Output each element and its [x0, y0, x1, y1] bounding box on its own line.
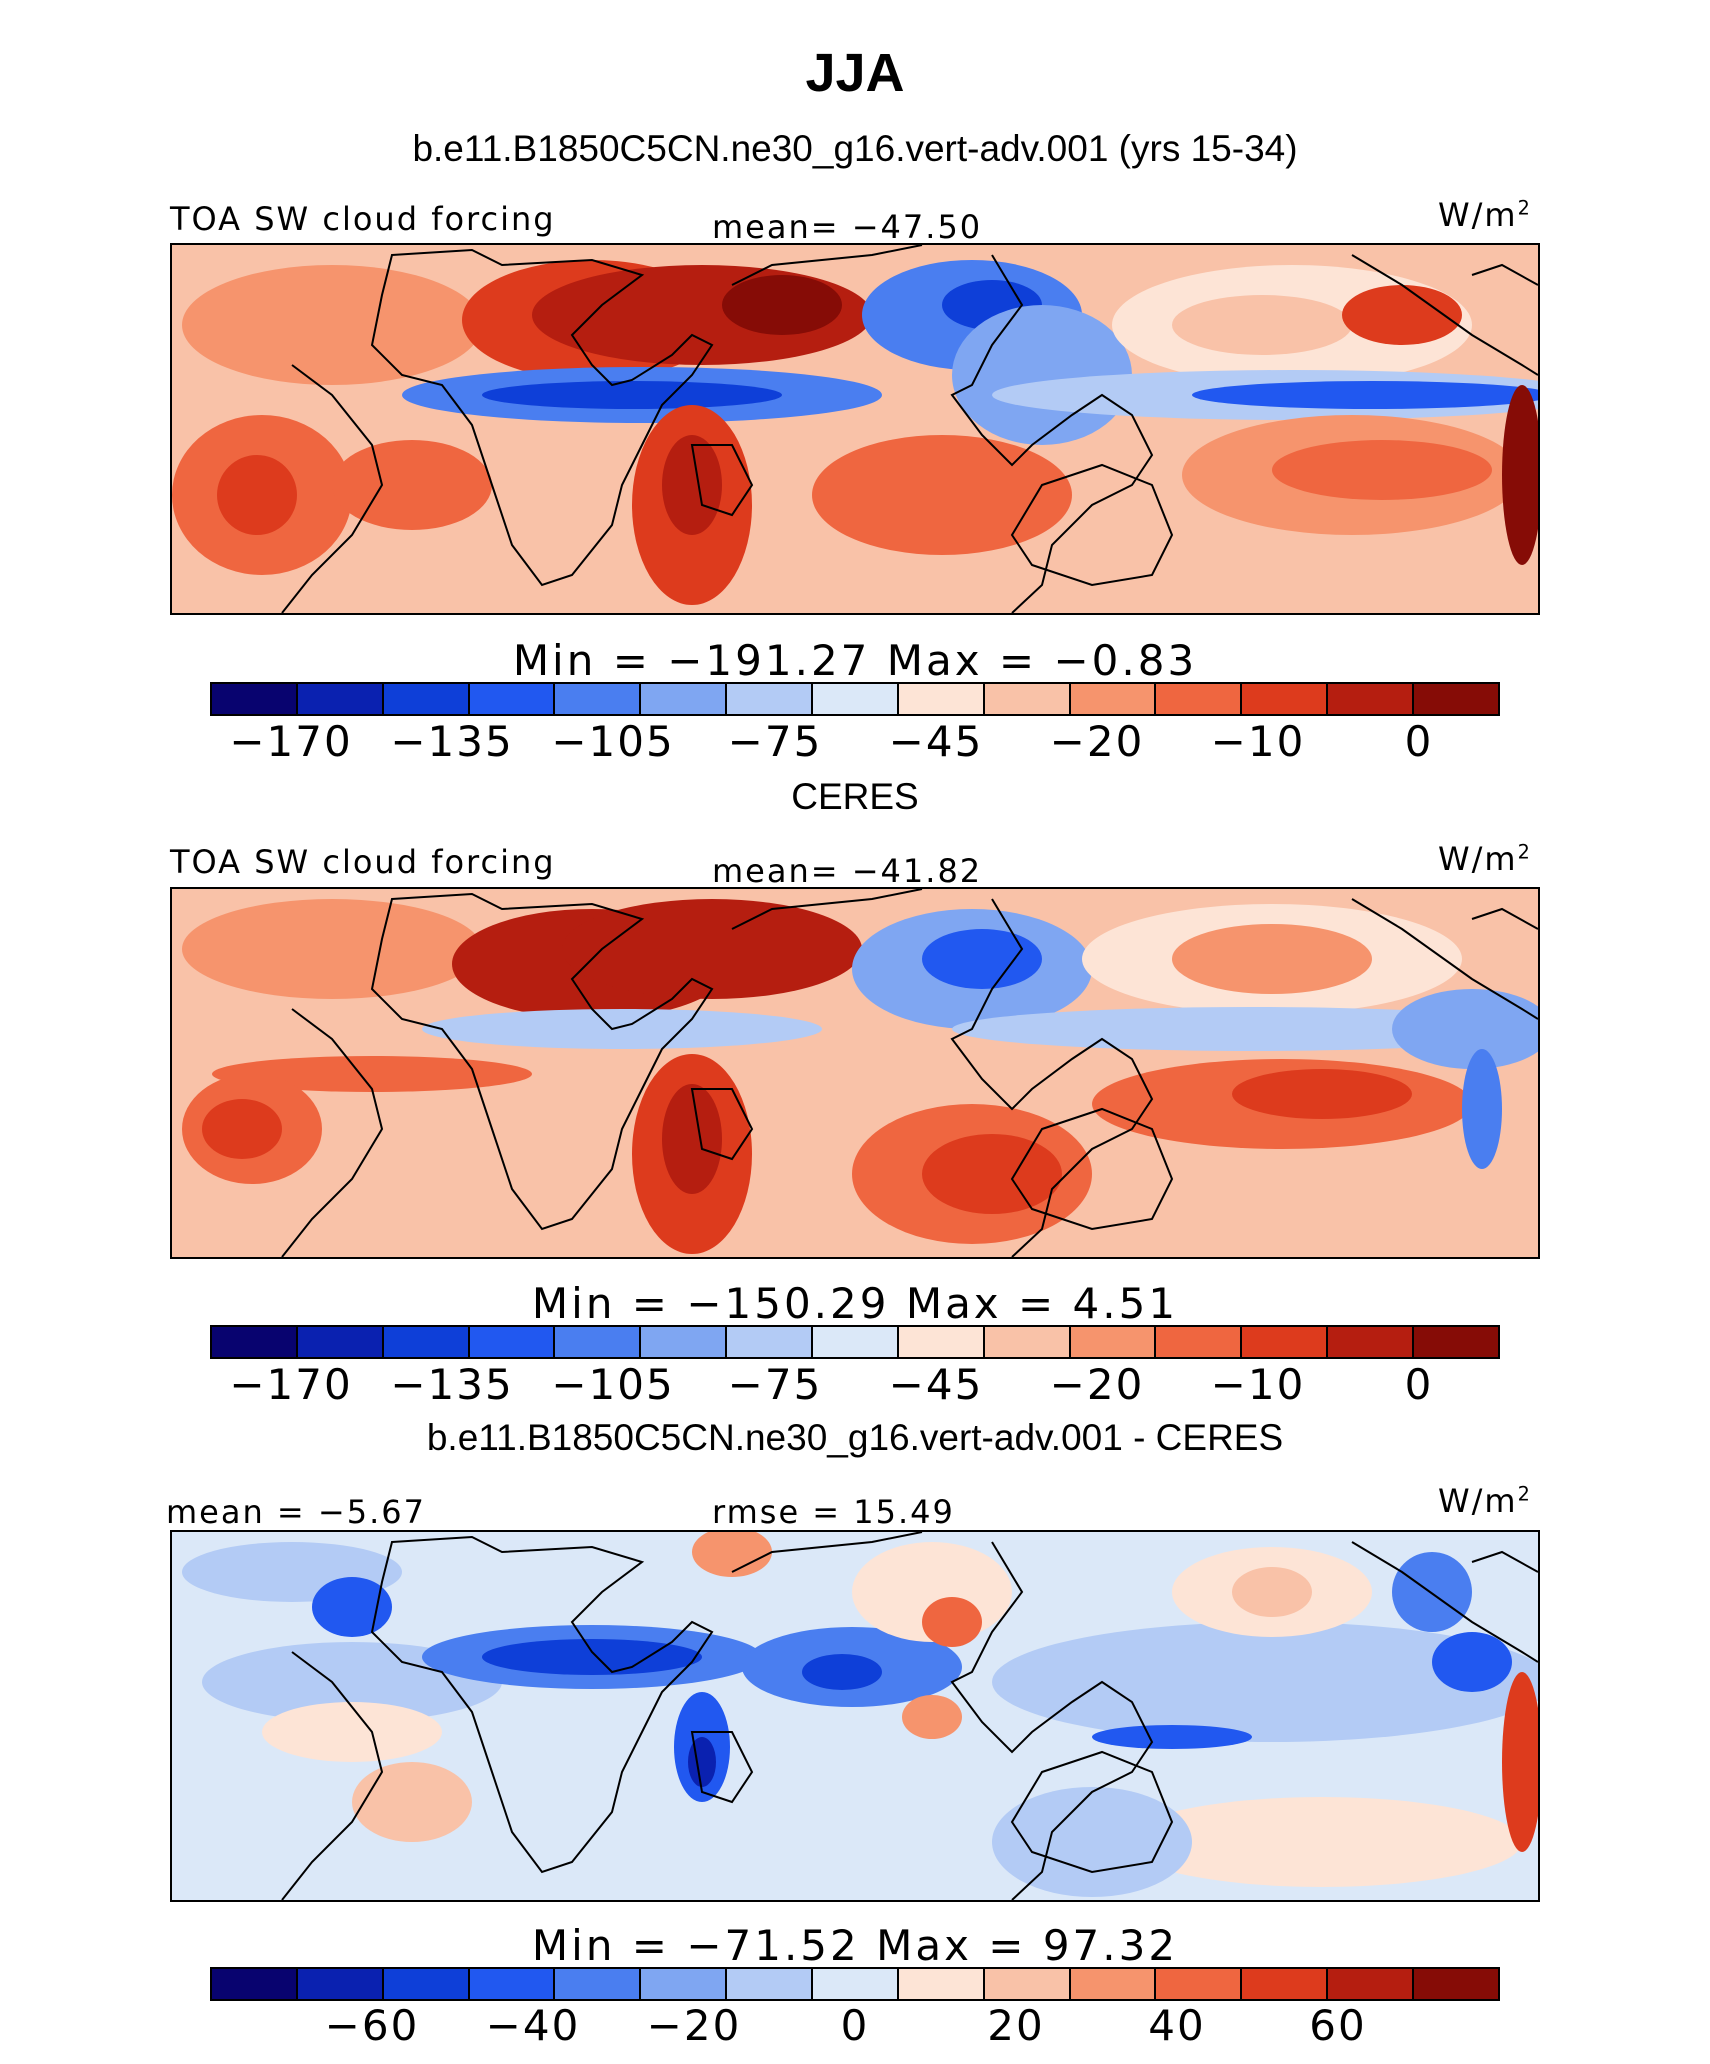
panel-1-tick-label: −20 [1049, 717, 1145, 766]
colorbar-swatch [813, 1969, 899, 1999]
colorbar-swatch [1156, 1327, 1243, 1357]
colorbar-swatch [898, 1969, 985, 1999]
colorbar-swatch [212, 1969, 298, 1999]
colorbar-swatch [383, 684, 470, 714]
panel-2-variable-label: TOA SW cloud forcing [170, 843, 556, 881]
colorbar-swatch [383, 1969, 470, 1999]
colorbar-swatch [297, 684, 384, 714]
panel-3-units: W/m2 [1438, 1482, 1532, 1520]
colorbar-swatch [555, 1969, 642, 1999]
panel-1-tick-label: −45 [888, 717, 984, 766]
colorbar-swatch [469, 1327, 556, 1357]
panel-3-tick-label: 0 [840, 2001, 870, 2050]
colorbar-swatch [1156, 1969, 1243, 1999]
panel-1-tick-label: −10 [1210, 717, 1306, 766]
colorbar-swatch [813, 684, 899, 714]
colorbar-swatch [297, 1969, 384, 1999]
panel-2-tick-label: −135 [390, 1360, 514, 1409]
colorbar-swatch [727, 1969, 814, 1999]
panel-3-rmse-label: rmse = 15.49 [712, 1493, 955, 1531]
colorbar-swatch [1414, 1969, 1498, 1999]
panel-2-mean-label: mean= −41.82 [712, 852, 983, 890]
panel-2-tick-label: −75 [727, 1360, 823, 1409]
figure-title: JJA [805, 43, 905, 103]
panel-1-tick-label: −75 [727, 717, 823, 766]
colorbar-swatch [555, 684, 642, 714]
panel-3-tick-label: 20 [987, 2001, 1045, 2050]
panel-1-units: W/m2 [1438, 196, 1532, 234]
panel-3-subtitle: b.e11.B1850C5CN.ne30_g16.vert-adv.001 - … [426, 1417, 1284, 1458]
panel-1-variable-label: TOA SW cloud forcing [170, 200, 556, 238]
colorbar-swatch [813, 1327, 899, 1357]
colorbar-swatch [1156, 684, 1243, 714]
colorbar-swatch [1414, 1327, 1498, 1357]
panel-2-minmax: Min = −150.29 Max = 4.51 [531, 1279, 1179, 1328]
panel-1-tick-label: −135 [390, 717, 514, 766]
panel-2-tick-label: 0 [1404, 1360, 1434, 1409]
panel-2-tick-label: −170 [229, 1360, 353, 1409]
colorbar-swatch [469, 684, 556, 714]
colorbar-swatch [641, 1969, 728, 1999]
panel-2-map [170, 887, 1540, 1259]
panel-2-subtitle: CERES [791, 776, 919, 817]
panel-3-tick-label: −40 [485, 2001, 581, 2050]
colorbar-swatch [1242, 684, 1329, 714]
panel-3-map [170, 1530, 1540, 1902]
colorbar-swatch [1242, 1969, 1329, 1999]
panel-3-colorbar [210, 1967, 1500, 2001]
panel-1-mean-label: mean= −47.50 [712, 208, 983, 246]
panel-1-tick-label: −105 [551, 717, 675, 766]
colorbar-swatch [212, 684, 298, 714]
panel-1-colorbar [210, 682, 1500, 716]
colorbar-swatch [641, 684, 728, 714]
colorbar-swatch [1242, 1327, 1329, 1357]
colorbar-swatch [1070, 1969, 1157, 1999]
panel-3-tick-label: −20 [646, 2001, 742, 2050]
colorbar-swatch [727, 684, 814, 714]
panel-2-tick-label: −45 [888, 1360, 984, 1409]
panel-3-tick-label: 40 [1148, 2001, 1206, 2050]
colorbar-swatch [469, 1969, 556, 1999]
panel-1-subtitle: b.e11.B1850C5CN.ne30_g16.vert-adv.001 (y… [412, 128, 1298, 169]
colorbar-swatch [727, 1327, 814, 1357]
panel-1-tick-label: 0 [1404, 717, 1434, 766]
colorbar-swatch [984, 1969, 1071, 1999]
colorbar-swatch [1328, 1969, 1415, 1999]
colorbar-swatch [641, 1327, 728, 1357]
panel-2-units: W/m2 [1438, 840, 1532, 878]
colorbar-swatch [898, 1327, 985, 1357]
colorbar-swatch [1328, 684, 1415, 714]
colorbar-swatch [555, 1327, 642, 1357]
panel-1-map [170, 243, 1540, 615]
colorbar-swatch [383, 1327, 470, 1357]
colorbar-swatch [297, 1327, 384, 1357]
panel-2-tick-label: −105 [551, 1360, 675, 1409]
panel-3-minmax: Min = −71.52 Max = 97.32 [531, 1921, 1179, 1970]
colorbar-swatch [1070, 684, 1157, 714]
colorbar-swatch [984, 1327, 1071, 1357]
panel-3-mean-label: mean = −5.67 [166, 1493, 426, 1531]
panel-3-tick-label: −60 [324, 2001, 420, 2050]
colorbar-swatch [898, 684, 985, 714]
colorbar-swatch [1414, 684, 1498, 714]
panel-2-tick-label: −20 [1049, 1360, 1145, 1409]
panel-1-minmax: Min = −191.27 Max = −0.83 [512, 636, 1198, 685]
colorbar-swatch [984, 684, 1071, 714]
colorbar-swatch [1328, 1327, 1415, 1357]
colorbar-swatch [212, 1327, 298, 1357]
colorbar-swatch [1070, 1327, 1157, 1357]
panel-2-colorbar [210, 1325, 1500, 1359]
panel-3-tick-label: 60 [1309, 2001, 1367, 2050]
panel-1-tick-label: −170 [229, 717, 353, 766]
panel-2-tick-label: −10 [1210, 1360, 1306, 1409]
